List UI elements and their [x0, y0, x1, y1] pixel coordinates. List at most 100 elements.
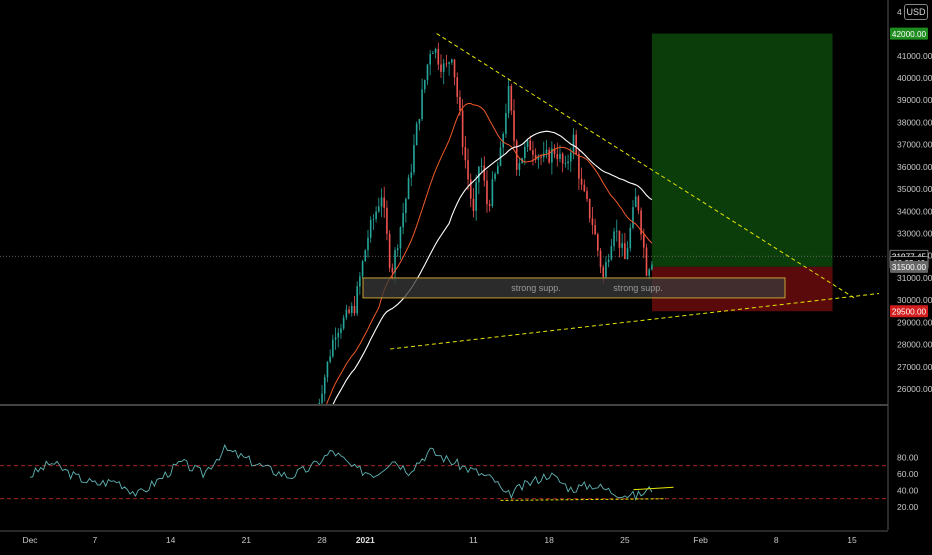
candle-body: [442, 63, 445, 72]
candle: [561, 152, 564, 173]
candle-body: [326, 361, 329, 378]
candle-body: [648, 269, 651, 276]
candle: [491, 171, 494, 208]
candle: [386, 200, 388, 241]
candle-body: [642, 234, 645, 248]
candle: [605, 256, 607, 278]
candle: [396, 244, 399, 257]
target-zone[interactable]: [651, 33, 833, 267]
candle: [583, 179, 586, 193]
rsi-upper-trendline[interactable]: [633, 486, 674, 491]
candle: [348, 306, 350, 315]
candle-body: [386, 207, 388, 234]
candle: [478, 165, 480, 195]
candle: [329, 349, 331, 364]
candle: [456, 72, 459, 104]
candle-body: [605, 262, 607, 277]
price-tick-label: 29000.00: [897, 317, 932, 327]
candle: [569, 147, 572, 172]
candle-body: [342, 317, 345, 329]
candle: [350, 302, 353, 317]
candle-body: [340, 328, 342, 333]
candle-body: [524, 146, 526, 159]
price-badge[interactable]: 42000.00: [890, 27, 928, 40]
candle-body: [377, 206, 380, 212]
upper-trendline[interactable]: [436, 33, 855, 299]
lower-trendline[interactable]: [390, 292, 880, 350]
candle: [613, 227, 615, 252]
time-tick-label: 11: [469, 535, 478, 545]
candle-body: [464, 147, 467, 161]
candle-body: [402, 213, 404, 228]
candle: [624, 232, 626, 260]
price-badge[interactable]: 31500.00: [890, 260, 928, 273]
support-label-1: strong supp.: [511, 283, 561, 293]
candle: [515, 139, 518, 176]
currency-badge[interactable]: USD: [904, 4, 928, 20]
candle: [353, 296, 356, 316]
candle-body: [415, 123, 418, 146]
candle: [399, 226, 402, 260]
rsi-lower-trendline[interactable]: [500, 498, 666, 501]
rsi-line: [29, 443, 653, 502]
price-tick-label: 39000.00: [897, 95, 932, 105]
candle: [464, 135, 467, 169]
candle-body: [634, 196, 637, 208]
candle-body: [451, 59, 453, 63]
candle: [632, 200, 634, 230]
candle: [597, 232, 599, 257]
candle-body: [567, 161, 569, 164]
time-tick-label: Dec: [22, 535, 38, 545]
candle: [437, 42, 440, 71]
price-tick-label: 40000.00: [897, 73, 932, 83]
candle-body: [391, 267, 394, 273]
candle: [442, 58, 445, 85]
candle-body: [372, 219, 375, 221]
candle: [591, 207, 594, 235]
time-tick-label: 2021: [356, 535, 375, 545]
price-tick-label: 41000.00: [897, 51, 932, 61]
candle-body: [350, 305, 353, 313]
candle: [326, 361, 329, 383]
candle: [532, 141, 534, 166]
candle-body: [569, 152, 572, 162]
support-zone[interactable]: [362, 277, 786, 299]
candle-body: [588, 199, 591, 219]
candle-body: [518, 163, 521, 170]
candle-body: [332, 339, 334, 357]
candle-body: [626, 248, 629, 260]
candle: [629, 223, 632, 252]
candle: [518, 158, 521, 177]
candle-body: [540, 156, 542, 158]
candle-body: [613, 231, 615, 247]
time-tick-label: 14: [166, 535, 176, 545]
candle: [618, 230, 621, 258]
candle-body: [440, 64, 442, 72]
price-pane[interactable]: strong supp. strong supp.: [0, 33, 888, 443]
candle: [588, 198, 591, 223]
candle-body: [599, 250, 602, 268]
candle: [402, 202, 404, 235]
price-tick-label: 37000.00: [897, 140, 932, 150]
candle-body: [629, 227, 632, 249]
candle: [621, 233, 623, 257]
candle: [645, 243, 648, 277]
candle: [534, 148, 537, 164]
candle-body: [526, 140, 529, 147]
candle: [375, 206, 377, 223]
candle: [334, 327, 337, 350]
candle-body: [529, 140, 532, 151]
rsi-pane[interactable]: [0, 443, 888, 502]
candle-body: [467, 160, 469, 180]
candle-body: [475, 182, 477, 211]
candle-body: [591, 218, 594, 225]
price-badge[interactable]: 29500.00: [890, 305, 928, 318]
support-label-2: strong supp.: [613, 283, 663, 293]
candle-body: [421, 89, 423, 120]
candle: [502, 131, 505, 156]
candle-body: [607, 259, 610, 263]
candle: [413, 134, 415, 176]
candle-body: [461, 110, 464, 148]
